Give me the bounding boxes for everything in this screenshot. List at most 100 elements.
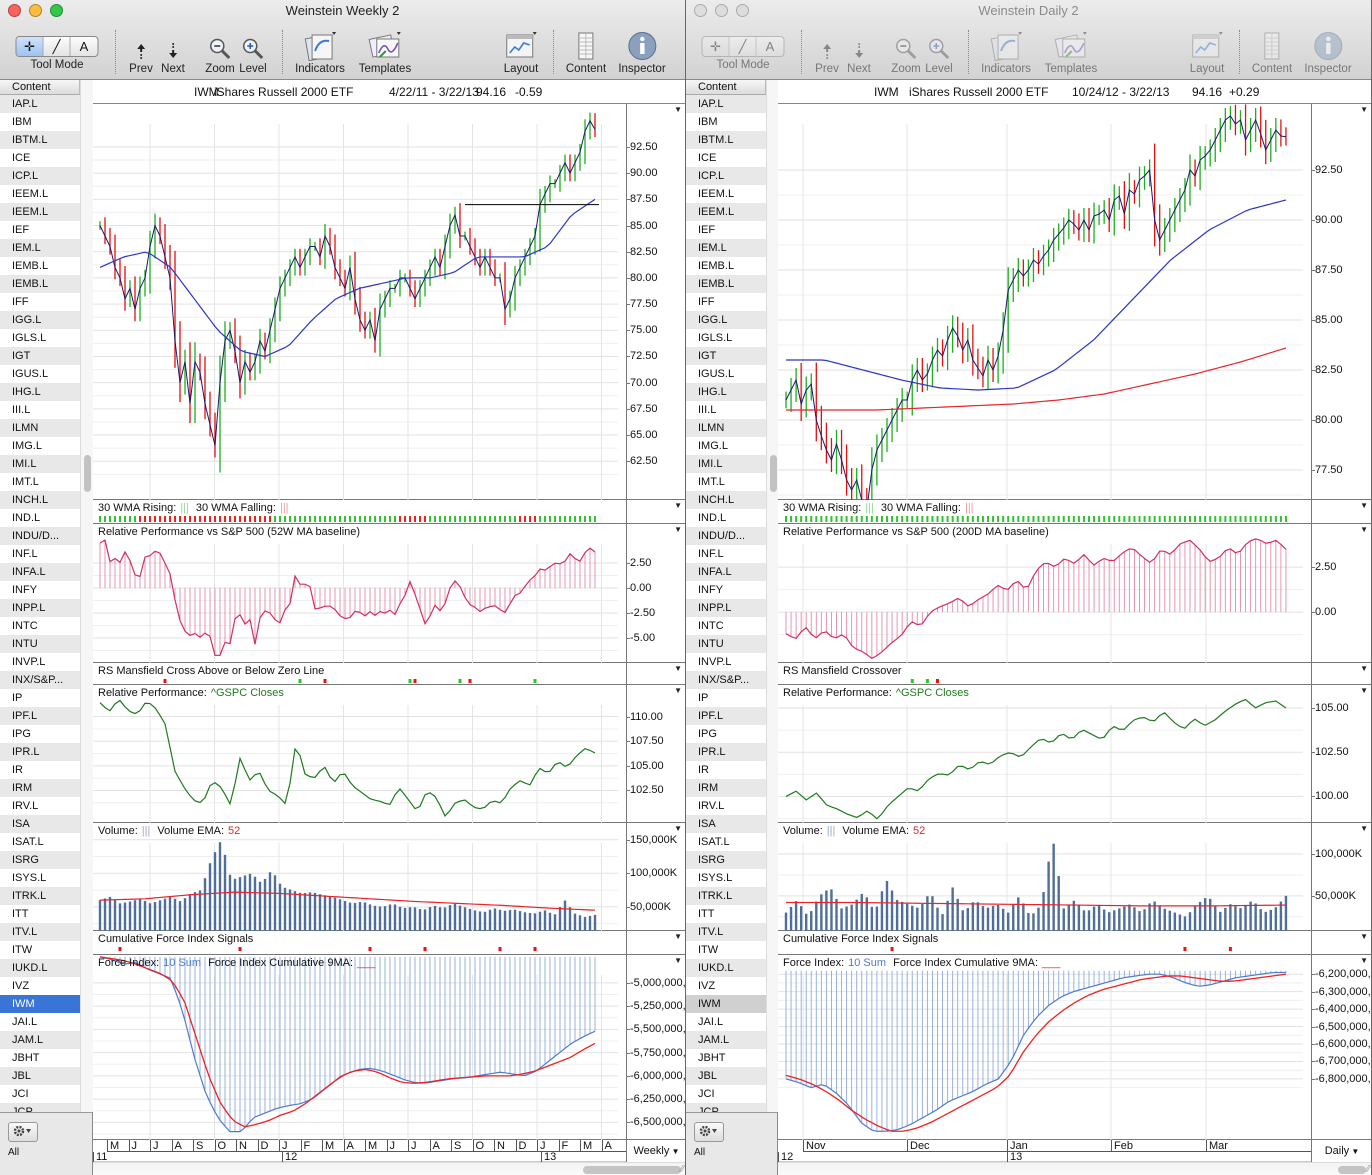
symbol-list-item[interactable]: IUKD.L [0, 959, 80, 977]
horizontal-scrollbar[interactable]: ⁄⁄ [93, 1162, 685, 1175]
panel-menu-dropdown-icon[interactable]: ▼ [1360, 932, 1368, 941]
symbol-list-item[interactable]: IRM [686, 779, 766, 797]
next-button[interactable]: Next [161, 30, 185, 75]
symbol-list-item[interactable]: ISAT.L [12, 836, 44, 848]
panel-menu-dropdown-icon[interactable]: ▼ [674, 105, 682, 114]
content-button[interactable]: Content [566, 30, 606, 75]
tool-mode-control[interactable]: ✛ ╱ A Tool Mode [701, 30, 785, 71]
symbol-list-item[interactable]: INF.L [698, 548, 724, 560]
symbol-list-item[interactable]: IBTM.L [686, 131, 766, 149]
vol-plot[interactable] [93, 823, 626, 931]
rs-plot[interactable] [93, 663, 626, 685]
templates-button[interactable]: Templates [359, 30, 411, 75]
resize-grip-icon[interactable]: ⁄⁄ [680, 1164, 684, 1175]
symbol-list-item[interactable]: JAI.L [12, 1016, 38, 1028]
horizontal-scroll-knob[interactable] [583, 1166, 681, 1174]
symbol-list-item[interactable]: IAP.L [0, 95, 80, 113]
minimize-button[interactable] [29, 4, 42, 17]
text-tool-icon[interactable]: A [79, 39, 89, 54]
vol-plot[interactable] [778, 823, 1311, 931]
symbol-list-item[interactable]: IEMB.L [12, 260, 49, 272]
panel-menu-dropdown-icon[interactable]: ▼ [674, 525, 682, 534]
close-button[interactable] [8, 4, 21, 17]
panel-menu-dropdown-icon[interactable]: ▼ [1360, 686, 1368, 695]
symbol-list-item[interactable]: INFA.L [686, 563, 766, 581]
symbol-list-item[interactable]: INX/S&P... [0, 671, 80, 689]
symbol-list-item[interactable]: IVZ [698, 980, 716, 992]
layout-button[interactable]: Layout [504, 30, 538, 75]
symbol-list-item[interactable]: ISAT.L [698, 836, 730, 848]
symbol-list-item[interactable]: IEM.L [686, 239, 766, 257]
symbol-list-item[interactable]: ITW [12, 944, 33, 956]
symbol-list-item[interactable]: INVP.L [12, 656, 46, 668]
symbol-list-item[interactable]: INTU [686, 635, 766, 653]
prev-button[interactable]: Prev [815, 30, 839, 75]
symbol-list-item[interactable]: IEMB.L [698, 260, 735, 272]
panel-menu-dropdown-icon[interactable]: ▼ [674, 932, 682, 941]
symbol-list-item[interactable]: ITV.L [686, 923, 766, 941]
inspector-button[interactable]: Inspector [618, 30, 666, 75]
tool-mode-segmented[interactable]: ✛ ╱ A [701, 36, 785, 57]
zoom-out-button[interactable]: Zoom [205, 30, 235, 75]
period-selector[interactable]: Weekly ▼ [626, 1140, 685, 1162]
symbol-list-item[interactable]: IRM [0, 779, 80, 797]
rp-plot[interactable] [778, 524, 1311, 663]
symbol-list-item[interactable]: IMG.L [12, 440, 42, 452]
sidebar-scroll-knob[interactable] [84, 455, 91, 492]
symbol-list-item[interactable]: IPG [12, 728, 31, 740]
symbol-list-item[interactable]: ITT [698, 908, 715, 920]
tool-mode-segmented[interactable]: ✛ ╱ A [15, 36, 99, 57]
symbol-list-item[interactable]: IEF [12, 224, 30, 236]
symbol-list-item[interactable]: IEEM.L [0, 203, 80, 221]
cfi-plot[interactable] [778, 931, 1311, 955]
symbol-list-item[interactable]: IMI.L [686, 455, 766, 473]
content-column-header[interactable]: Content [0, 80, 80, 95]
prev-button[interactable]: Prev [129, 30, 153, 75]
symbol-list-item[interactable]: IMT.L [12, 476, 39, 488]
symbol-list-item[interactable]: INF.L [12, 548, 38, 560]
rs-plot[interactable] [778, 663, 1311, 685]
filter-label[interactable]: All [694, 1147, 706, 1158]
symbol-list-item[interactable]: IWM [686, 995, 766, 1013]
symbol-list-item[interactable]: JCI [12, 1088, 29, 1100]
symbol-list-item[interactable]: JBHT [698, 1052, 726, 1064]
symbol-list-item[interactable]: INTC [698, 620, 724, 632]
symbol-list-item[interactable]: IBM [12, 116, 32, 128]
crosshair-tool-icon[interactable]: ✛ [16, 37, 44, 56]
symbol-list-item[interactable]: INCH.L [686, 491, 766, 509]
symbol-list-item[interactable]: IRV.L [698, 800, 725, 812]
symbol-list-item[interactable]: ISRG [686, 851, 766, 869]
symbol-list-item[interactable]: IR [698, 764, 709, 776]
symbol-list-item[interactable]: IFF [698, 296, 715, 308]
symbol-list-item[interactable]: ISYS.L [12, 872, 47, 884]
symbol-list-item[interactable]: IBTM.L [0, 131, 80, 149]
symbol-list-item[interactable]: IHG.L [686, 383, 766, 401]
symbol-list-item[interactable]: ILMN [0, 419, 80, 437]
rp-plot[interactable] [93, 524, 626, 663]
panel-menu-dropdown-icon[interactable]: ▼ [1360, 525, 1368, 534]
symbol-list-item[interactable]: ITRK.L [686, 887, 766, 905]
symbol-list-item[interactable]: ILMN [686, 419, 766, 437]
crosshair-tool-icon[interactable]: ✛ [702, 37, 730, 56]
symbol-list-item[interactable]: IGT [0, 347, 80, 365]
symbol-list-item[interactable]: INPP.L [686, 599, 766, 617]
symbol-list-item[interactable]: JAM.L [0, 1031, 80, 1049]
symbol-list-item[interactable]: IWM [0, 995, 80, 1013]
symbol-list-item[interactable]: ISA [686, 815, 766, 833]
gspc-plot[interactable] [93, 685, 626, 823]
symbol-list-item[interactable]: IND.L [12, 512, 41, 524]
symbol-list-item[interactable]: IGG.L [0, 311, 80, 329]
symbol-list-item[interactable]: IEEM.L [698, 188, 735, 200]
symbol-list-item[interactable]: INX/S&P... [686, 671, 766, 689]
indicators-button[interactable]: Indicators [981, 30, 1031, 75]
symbol-list-item[interactable]: III.L [698, 404, 717, 416]
symbol-list-item[interactable]: IFF [12, 296, 29, 308]
symbol-list-item[interactable]: IGLS.L [12, 332, 47, 344]
symbol-list-item[interactable]: ITW [698, 944, 719, 956]
indicators-button[interactable]: Indicators [295, 30, 345, 75]
symbol-list-item[interactable]: IMI.L [0, 455, 80, 473]
panel-menu-dropdown-icon[interactable]: ▼ [1360, 501, 1368, 510]
symbol-list-item[interactable]: ICE [12, 152, 31, 164]
symbol-list-item[interactable]: IP [12, 692, 23, 704]
price-plot[interactable] [93, 104, 626, 500]
